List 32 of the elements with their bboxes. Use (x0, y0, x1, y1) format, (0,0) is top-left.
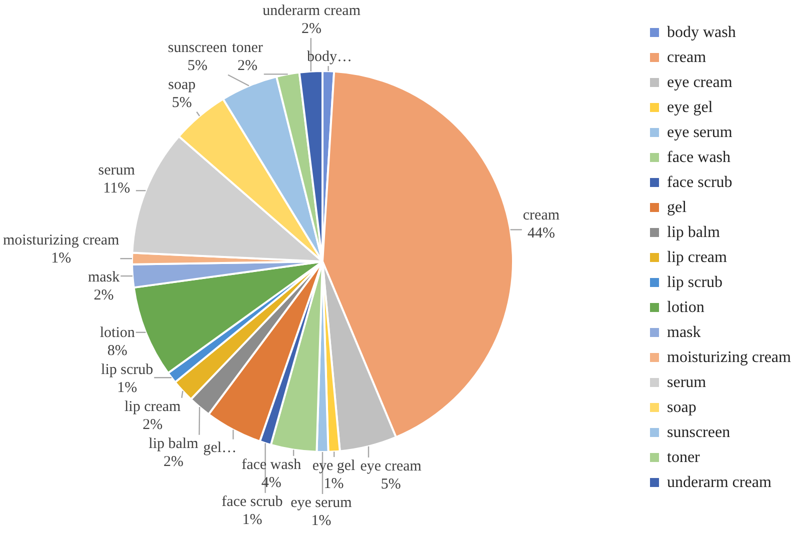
data-label: toner 2% (232, 40, 263, 74)
legend-label: eye serum (667, 124, 732, 142)
legend-label: face scrub (667, 174, 732, 192)
data-label: eye gel 1% (312, 458, 356, 492)
legend-label: underarm cream (667, 474, 772, 492)
legend-label: body wash (667, 24, 736, 42)
legend-label: face wash (667, 148, 731, 166)
data-label: lip balm 2% (148, 436, 199, 470)
legend-label: lotion (667, 298, 704, 316)
legend-label: lip cream (667, 248, 727, 266)
legend-label: lip scrub (667, 274, 723, 292)
legend-label: eye gel (667, 98, 713, 116)
data-label: cream 44% (522, 208, 560, 242)
legend-label: eye cream (667, 74, 732, 92)
data-label: face scrub 1% (222, 494, 283, 528)
data-label: eye cream 5% (360, 458, 422, 492)
legend-label: lip balm (667, 224, 720, 242)
legend-label: toner (667, 448, 700, 466)
legend-label: gel (667, 198, 687, 216)
data-label: eye serum 1% (290, 494, 352, 529)
legend-label: soap (667, 398, 696, 416)
data-label: mask 2% (88, 270, 120, 304)
legend-label: sunscreen (667, 424, 730, 442)
data-label: body… (306, 48, 352, 65)
legend-label: serum (667, 374, 706, 392)
data-label: underarm cream 2% (262, 2, 361, 37)
legend-label: moisturizing cream (667, 348, 791, 366)
data-label: gel… (203, 440, 237, 456)
legend-label: cream (667, 48, 706, 66)
data-label: soap 5% (168, 76, 196, 111)
legend-label: mask (667, 324, 701, 342)
data-label: serum 11% (98, 162, 136, 196)
